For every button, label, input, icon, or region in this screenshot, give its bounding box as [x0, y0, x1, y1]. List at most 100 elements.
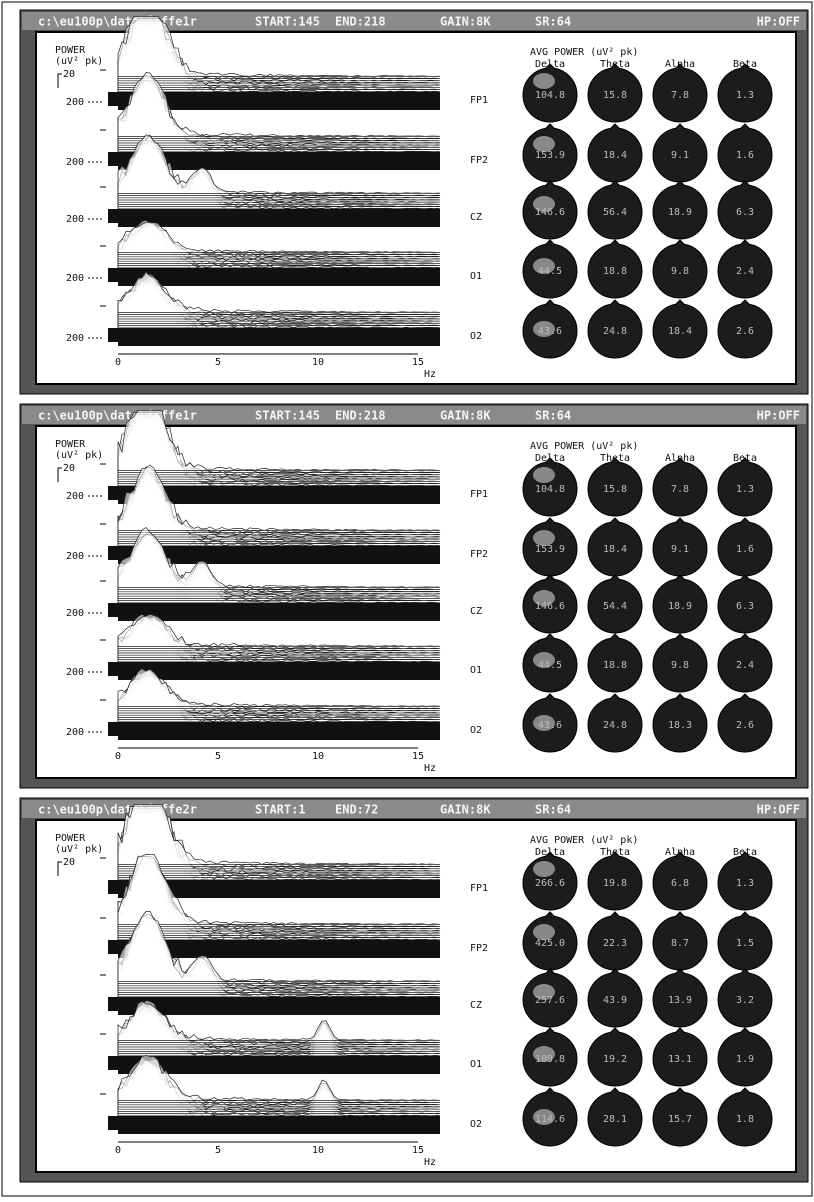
channel-marker	[108, 328, 118, 342]
x-tick-label: 10	[312, 357, 324, 368]
channel-marker	[108, 546, 118, 560]
channel-scale: 200	[66, 551, 84, 562]
scale-label: 20	[63, 69, 75, 80]
band-label: Theta	[600, 59, 630, 70]
channel-label: FP1	[470, 489, 488, 500]
band-value: 2.4	[736, 266, 754, 277]
band-label: Alpha	[665, 59, 695, 70]
band-label: Alpha	[665, 847, 695, 858]
channel-scale: 200	[66, 608, 84, 619]
x-tick-label: 5	[215, 751, 221, 762]
power-title: POWER	[55, 439, 86, 450]
channel-scale: 200	[66, 727, 84, 738]
band-value: 1.3	[736, 90, 754, 101]
power-title: POWER	[55, 833, 86, 844]
channel-label: O2	[470, 1119, 482, 1130]
band-value: 8.7	[671, 938, 689, 949]
band-value: 2.4	[736, 660, 754, 671]
band-value: 1.6	[736, 150, 754, 161]
channel-marker	[108, 603, 118, 617]
band-value: 104.8	[535, 90, 565, 101]
band-value: 3.2	[736, 995, 754, 1006]
band-value: 2.6	[736, 326, 754, 337]
band-value: 18.4	[603, 544, 627, 555]
band-value: 6.3	[736, 601, 754, 612]
band-value: 146.6	[535, 601, 565, 612]
channel-scale: 200	[66, 333, 84, 344]
topo-hotspot	[533, 467, 555, 483]
channel-label: O1	[470, 665, 482, 676]
channel-bar	[118, 1116, 440, 1134]
band-value: 18.4	[668, 326, 692, 337]
band-value: 44.5	[538, 266, 562, 277]
channel-marker	[108, 662, 118, 676]
band-value: 15.7	[668, 1114, 692, 1125]
x-tick-label: 5	[215, 357, 221, 368]
channel-marker	[108, 268, 118, 282]
band-value: 15.8	[603, 484, 627, 495]
band-value: 153.9	[535, 544, 565, 555]
channel-label: O1	[470, 1059, 482, 1070]
channel-bar	[118, 662, 440, 680]
channel-label: FP2	[470, 943, 488, 954]
band-value: 24.8	[603, 326, 627, 337]
channel-scale: 200	[66, 667, 84, 678]
band-value: 1.3	[736, 878, 754, 889]
x-unit: Hz	[424, 369, 436, 380]
band-value: 9.8	[671, 266, 689, 277]
avg-power-title: AVG POWER (uV² pk)	[530, 47, 638, 58]
band-value: 266.6	[535, 878, 565, 889]
avg-power-title: AVG POWER (uV² pk)	[530, 835, 638, 846]
channel-label: CZ	[470, 1000, 482, 1011]
header-hp: HP:OFF	[757, 409, 800, 423]
band-label: Alpha	[665, 453, 695, 464]
band-value: 6.8	[671, 878, 689, 889]
header-end: END:218	[335, 15, 386, 29]
screenshot: c:\eu100p\data\jeffe1rSTART:145END:218GA…	[0, 0, 814, 1198]
band-value: 104.8	[535, 484, 565, 495]
power-unit: (uV² pk)	[55, 450, 103, 461]
band-value: 43.9	[603, 995, 627, 1006]
band-label: Theta	[600, 453, 630, 464]
channel-marker	[108, 1056, 118, 1070]
band-value: 13.1	[668, 1054, 692, 1065]
x-unit: Hz	[424, 763, 436, 774]
band-value: 1.8	[736, 1114, 754, 1125]
band-label: Delta	[535, 847, 565, 858]
panel: c:\eu100p\data\jeffe2rSTART:1END:72GAIN:…	[20, 798, 808, 1182]
band-value: 425.0	[535, 938, 565, 949]
band-value: 1.5	[736, 938, 754, 949]
band-value: 18.8	[603, 266, 627, 277]
band-label: Delta	[535, 453, 565, 464]
channel-marker	[108, 940, 118, 954]
channel-bar	[118, 209, 440, 227]
band-label: Theta	[600, 847, 630, 858]
channel-label: O1	[470, 271, 482, 282]
band-value: 18.8	[603, 660, 627, 671]
band-value: 43.6	[538, 720, 562, 731]
channel-bar	[118, 603, 440, 621]
band-value: 9.8	[671, 660, 689, 671]
band-value: 56.4	[603, 207, 627, 218]
x-tick-label: 15	[412, 751, 424, 762]
topo-hotspot	[533, 861, 555, 877]
x-tick-label: 0	[115, 1145, 121, 1156]
power-unit: (uV² pk)	[55, 844, 103, 855]
panel: c:\eu100p\data\jeffe1rSTART:145END:218GA…	[20, 10, 808, 394]
band-value: 2.6	[736, 720, 754, 731]
band-value: 22.3	[603, 938, 627, 949]
x-tick-label: 0	[115, 751, 121, 762]
band-value: 9.1	[671, 150, 689, 161]
x-tick-label: 10	[312, 1145, 324, 1156]
header-hp: HP:OFF	[757, 15, 800, 29]
channel-marker	[108, 997, 118, 1011]
channel-bar	[118, 997, 440, 1015]
panel: c:\eu100p\data\jeffe1rSTART:145END:218GA…	[20, 404, 808, 788]
channel-marker	[108, 880, 118, 894]
channel-bar	[118, 268, 440, 286]
band-value: 18.9	[668, 207, 692, 218]
channel-marker	[108, 209, 118, 223]
power-unit: (uV² pk)	[55, 56, 103, 67]
x-tick-label: 10	[312, 751, 324, 762]
band-value: 146.6	[535, 207, 565, 218]
